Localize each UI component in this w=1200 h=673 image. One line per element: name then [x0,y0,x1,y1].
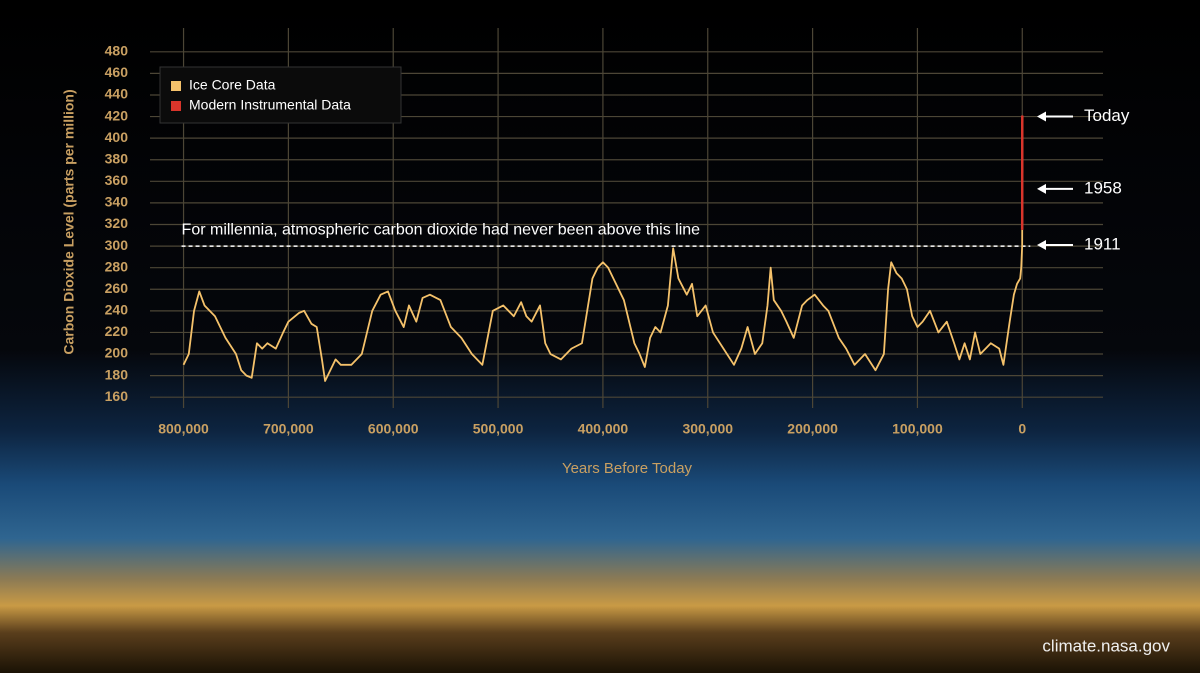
x-tick-label: 700,000 [263,421,314,437]
x-tick-label: 200,000 [787,421,838,437]
annotation-label: 1958 [1084,178,1122,197]
y-tick-label: 340 [105,194,129,210]
y-axis-label: Carbon Dioxide Level (parts per million) [61,89,77,354]
x-tick-label: 400,000 [578,421,629,437]
annotation-label: 1911 [1084,234,1121,253]
threshold-label: For millennia, atmospheric carbon dioxid… [182,221,701,238]
y-tick-label: 380 [105,150,129,166]
x-tick-label: 0 [1018,421,1026,437]
y-tick-label: 220 [105,323,129,339]
y-tick-label: 300 [105,237,129,253]
annotation-label: Today [1084,106,1130,125]
y-tick-label: 460 [105,64,129,80]
y-tick-label: 480 [105,42,129,58]
legend-label: Modern Instrumental Data [189,97,351,113]
x-tick-label: 500,000 [473,421,524,437]
y-tick-label: 240 [105,302,129,318]
y-tick-label: 440 [105,86,129,102]
x-tick-label: 600,000 [368,421,419,437]
x-tick-label: 300,000 [682,421,733,437]
x-axis-label: Years Before Today [562,460,693,477]
legend-swatch [171,81,181,91]
source: climate.nasa.gov [1042,636,1170,655]
arrow-head [1037,111,1046,122]
y-tick-label: 400 [105,129,129,145]
y-tick-label: 260 [105,280,129,296]
y-tick-label: 420 [105,107,129,123]
legend-label: Ice Core Data [189,77,276,93]
y-tick-label: 200 [105,345,129,361]
y-tick-label: 360 [105,172,129,188]
y-tick-label: 320 [105,215,129,231]
y-tick-label: 160 [105,388,129,404]
x-tick-label: 100,000 [892,421,943,437]
x-tick-label: 800,000 [158,421,209,437]
legend-swatch [171,101,181,111]
data-line [182,229,1024,382]
y-tick-label: 280 [105,258,129,274]
legend-box [159,66,402,124]
y-tick-label: 180 [105,366,129,382]
arrow-head [1037,183,1046,194]
arrow-head [1037,240,1046,251]
